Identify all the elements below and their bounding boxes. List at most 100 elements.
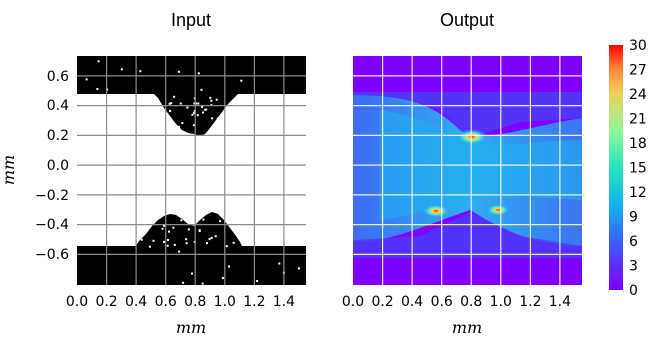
x-tick-label: 1.2 bbox=[519, 294, 541, 310]
speckle-dot bbox=[166, 244, 169, 247]
speckle-dot bbox=[230, 128, 233, 131]
input-title: Input bbox=[171, 10, 211, 30]
output-hotspot-1 bbox=[456, 129, 488, 145]
output-grid bbox=[353, 56, 582, 285]
speckle-dot bbox=[231, 105, 234, 108]
colorbar-tick-label: 18 bbox=[629, 136, 647, 152]
output-hotspot-2 bbox=[422, 204, 450, 218]
x-tick-label: 1.4 bbox=[549, 294, 571, 310]
colorbar: 30 27 24 21 18 15 12 9 6 3 0 bbox=[609, 38, 647, 299]
speckle-dot bbox=[202, 111, 204, 114]
colorbar-tick-label: 27 bbox=[629, 63, 647, 79]
speckle-dot bbox=[156, 216, 159, 218]
speckle-dot bbox=[200, 88, 203, 91]
x-tick-label: 0.6 bbox=[431, 294, 453, 310]
x-tick-label: 0.8 bbox=[184, 294, 206, 310]
speckle-dot bbox=[202, 218, 205, 221]
output-upper-wave bbox=[353, 92, 582, 138]
speckle-dot bbox=[146, 226, 149, 229]
speckle-dot bbox=[185, 238, 188, 241]
input-x-label: mm bbox=[176, 318, 206, 337]
x-tick-label: 0.4 bbox=[125, 294, 147, 310]
colorbar-tick-label: 3 bbox=[629, 259, 638, 275]
speckle-dot bbox=[256, 280, 259, 282]
speckle-dot bbox=[177, 70, 180, 73]
speckle-dot bbox=[297, 267, 300, 270]
input-y-axis: 0.6 0.4 0.2 0.0 −0.2 −0.4 −0.6 bbox=[35, 69, 69, 263]
speckle-dot bbox=[171, 121, 174, 124]
speckle-dot bbox=[185, 242, 188, 245]
speckle-dot bbox=[169, 110, 172, 112]
speckle-dot bbox=[178, 250, 181, 253]
input-top-band bbox=[77, 56, 306, 94]
speckle-dot bbox=[85, 78, 88, 81]
speckle-dot bbox=[208, 238, 211, 241]
speckle-dot bbox=[148, 216, 151, 219]
y-tick-label: 0.2 bbox=[47, 128, 69, 144]
speckle-dot bbox=[166, 127, 168, 130]
speckle-dot bbox=[195, 102, 198, 105]
speckle-dot bbox=[201, 105, 203, 108]
speckle-dot bbox=[182, 281, 185, 284]
input-grid bbox=[77, 56, 306, 285]
speckle-dot bbox=[278, 262, 281, 265]
speckle-dot bbox=[161, 227, 164, 230]
speckle-dot bbox=[152, 239, 155, 242]
speckle-dot bbox=[191, 113, 194, 116]
speckle-dot bbox=[167, 239, 169, 241]
colorbar-tick-label: 9 bbox=[629, 210, 638, 226]
output-plot bbox=[353, 56, 582, 285]
speckle-dot bbox=[214, 235, 217, 238]
y-tick-label: 0.6 bbox=[47, 69, 69, 85]
x-tick-label: 0.8 bbox=[460, 294, 482, 310]
colorbar-tick-label: 30 bbox=[629, 38, 647, 54]
speckle-dot bbox=[219, 220, 222, 223]
output-x-axis: 0.0 0.2 0.4 0.6 0.8 1.0 1.2 1.4 bbox=[342, 294, 571, 310]
x-tick-label: 1.0 bbox=[490, 294, 512, 310]
x-tick-label: 0.2 bbox=[371, 294, 393, 310]
speckle-dot bbox=[172, 226, 175, 229]
speckle-dot bbox=[165, 125, 168, 128]
speckle-dot bbox=[232, 241, 235, 244]
speckle-dot bbox=[210, 99, 213, 102]
speckle-dot bbox=[120, 68, 123, 71]
input-top-bump bbox=[152, 92, 240, 136]
x-tick-label: 1.2 bbox=[243, 294, 265, 310]
colorbar-tick-label: 24 bbox=[629, 87, 647, 103]
speckle-dot bbox=[191, 272, 193, 275]
output-title: Output bbox=[440, 10, 494, 30]
colorbar-tick-label: 12 bbox=[629, 185, 647, 201]
x-tick-label: 0.0 bbox=[66, 294, 88, 310]
colorbar-tick-label: 15 bbox=[629, 161, 647, 177]
speckle-dot bbox=[192, 111, 195, 114]
speckle-dot bbox=[142, 220, 145, 223]
speckle-dot bbox=[181, 122, 184, 125]
colorbar-ticks: 30 27 24 21 18 15 12 9 6 3 0 bbox=[629, 38, 647, 299]
colorbar-gradient bbox=[609, 45, 623, 290]
speckle-dot bbox=[173, 95, 176, 98]
speckle-dot bbox=[231, 100, 234, 103]
input-plot bbox=[77, 56, 306, 285]
speckle-dot bbox=[215, 98, 218, 101]
speckle-dot bbox=[187, 228, 190, 231]
speckle-dot bbox=[97, 60, 100, 63]
speckle-dot bbox=[221, 277, 224, 279]
speckle-dot bbox=[216, 117, 219, 120]
speckle-dot bbox=[170, 102, 173, 105]
speckle-dot bbox=[163, 224, 165, 227]
input-y-label: mm bbox=[0, 155, 18, 185]
speckle-dot bbox=[193, 102, 196, 105]
x-tick-label: 0.2 bbox=[95, 294, 117, 310]
output-x-label: mm bbox=[452, 318, 482, 337]
output-hotspot-3 bbox=[486, 204, 510, 216]
speckle-dot bbox=[211, 117, 214, 120]
y-tick-label: 0.0 bbox=[47, 158, 69, 174]
speckle-dot bbox=[163, 108, 166, 111]
y-tick-label: −0.2 bbox=[35, 188, 69, 204]
x-tick-label: 0.6 bbox=[155, 294, 177, 310]
speckle-dot bbox=[196, 114, 199, 117]
y-tick-label: −0.4 bbox=[35, 217, 69, 233]
speckle-dot bbox=[228, 265, 230, 268]
speckle-dot bbox=[192, 124, 195, 127]
